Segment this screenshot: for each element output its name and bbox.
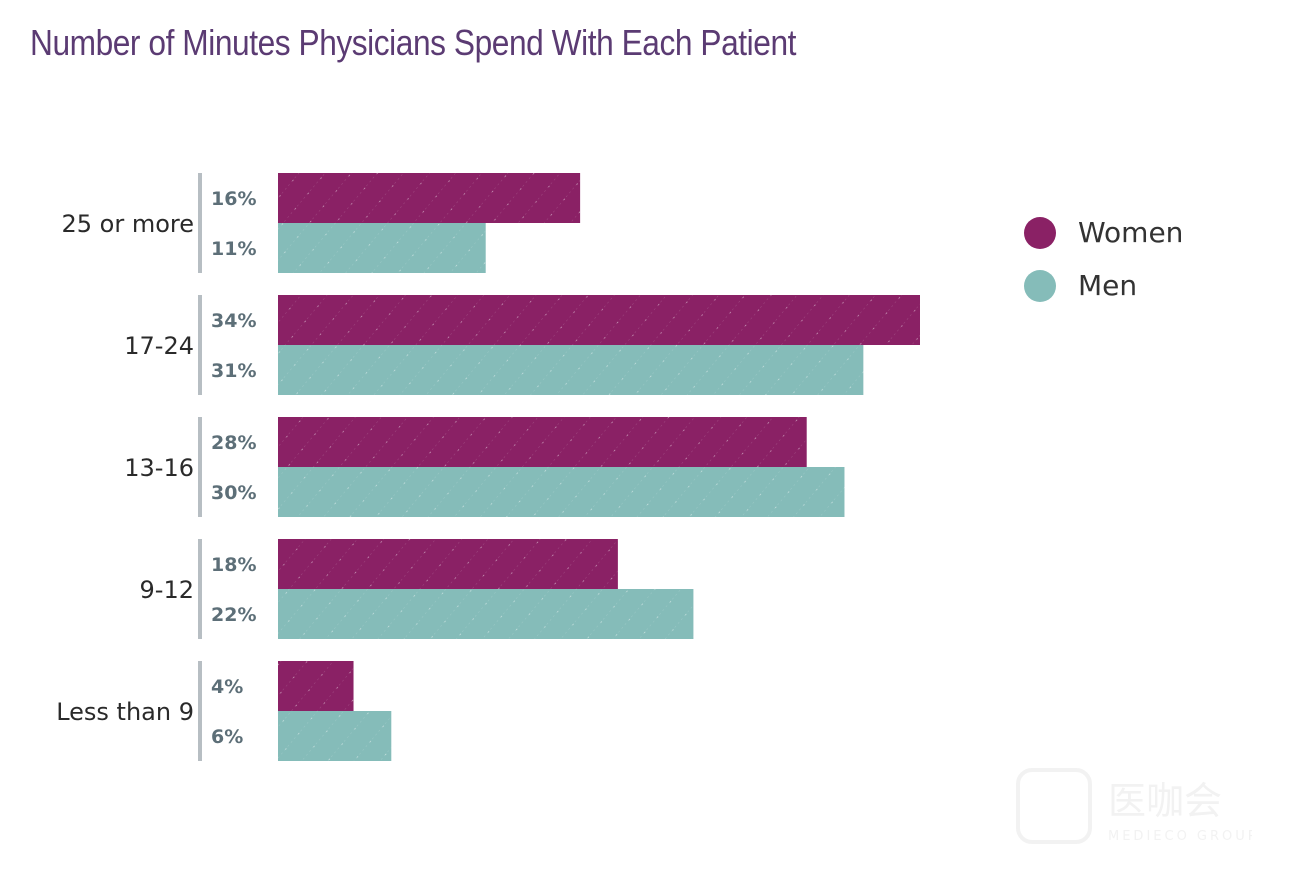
value-label: 6% — [211, 726, 243, 748]
watermark-icon — [1016, 768, 1092, 844]
value-label: 11% — [211, 238, 256, 260]
legend-item-men: Men — [1024, 269, 1137, 302]
watermark-text-en: MEDIECO GROUP — [1108, 829, 1252, 844]
legend: Women Men — [1024, 216, 1183, 302]
bar-texture — [278, 711, 392, 761]
bar-texture — [278, 345, 864, 395]
value-label: 4% — [211, 676, 243, 698]
bar-group-1: 17-24 34% 31% — [124, 295, 920, 395]
value-label: 30% — [211, 482, 256, 504]
value-label: 28% — [211, 432, 256, 454]
value-label: 22% — [211, 604, 256, 626]
bar-group-3: 9-12 18% 22% — [140, 539, 694, 639]
value-label: 34% — [211, 310, 256, 332]
legend-label: Men — [1078, 269, 1137, 302]
value-label: 16% — [211, 188, 256, 210]
bar-texture — [278, 661, 354, 711]
legend-swatch — [1024, 270, 1056, 302]
group-separator — [198, 295, 202, 395]
category-label: 9-12 — [140, 576, 194, 604]
category-label: 25 or more — [61, 210, 194, 238]
bars-group: 25 or more 16% 11% 17-24 34% 31% 13-16 28% 30% 9-… — [56, 173, 920, 761]
bar-texture — [278, 223, 486, 273]
group-separator — [198, 417, 202, 517]
chart-title: Number of Minutes Physicians Spend With … — [30, 22, 796, 63]
bar-group-2: 13-16 28% 30% — [124, 417, 845, 517]
legend-swatch — [1024, 217, 1056, 249]
legend-item-women: Women — [1024, 216, 1183, 249]
value-label: 18% — [211, 554, 256, 576]
bar-texture — [278, 417, 807, 467]
value-label: 31% — [211, 360, 256, 382]
group-separator — [198, 173, 202, 273]
group-separator — [198, 661, 202, 761]
bar-texture — [278, 539, 618, 589]
legend-label: Women — [1078, 216, 1183, 249]
category-label: 17-24 — [124, 332, 194, 360]
watermark-logo: 医咖会 MEDIECO GROUP — [1012, 764, 1256, 859]
bar-texture — [278, 295, 920, 345]
group-separator — [198, 539, 202, 639]
bar-group-0: 25 or more 16% 11% — [61, 173, 581, 273]
bar-group-4: Less than 9 4% 6% — [56, 661, 392, 761]
category-label: Less than 9 — [56, 698, 194, 726]
bar-texture — [278, 589, 694, 639]
bar-texture — [278, 467, 845, 517]
category-label: 13-16 — [124, 454, 194, 482]
bar-texture — [278, 173, 581, 223]
watermark-text-cn: 医咖会 — [1108, 779, 1222, 823]
